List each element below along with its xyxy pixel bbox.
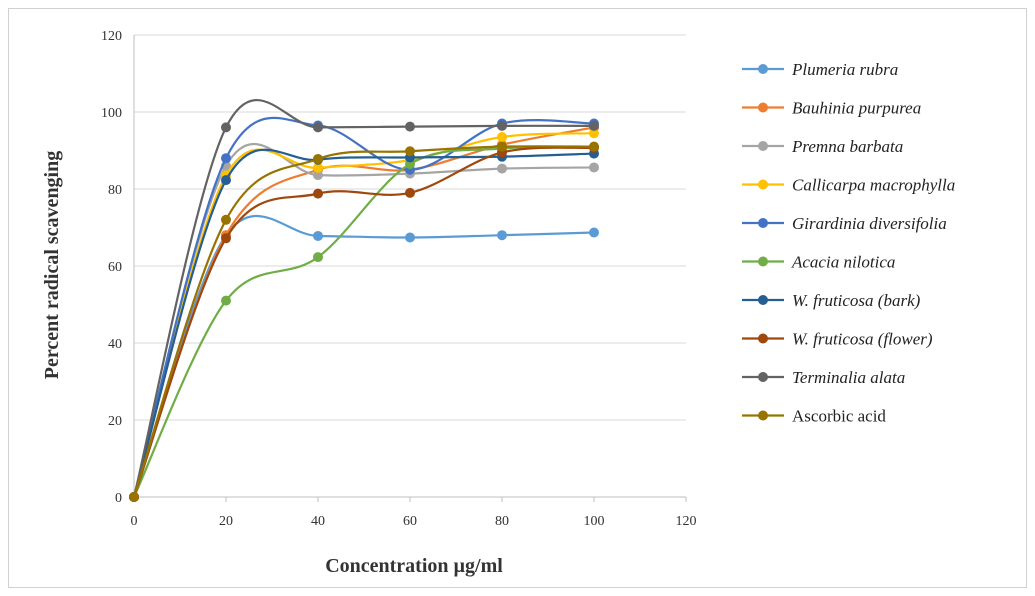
series-line [132,214,595,498]
legend-item: Terminalia alata [742,368,905,387]
legend: Plumeria rubra Bauhinia purpurea Premna ba… [742,60,955,426]
y-tick-label: 40 [108,337,122,352]
data-point [221,295,231,306]
x-axis-title: Concentration µg/ml [325,555,503,577]
legend-item: Bauhinia purpurea [742,99,921,118]
legend-item: Premna barbata [742,137,903,156]
data-point [313,188,323,199]
data-point [497,230,507,241]
series-6 [129,148,599,502]
y-tick-label: 120 [101,29,122,44]
series-5 [129,141,599,502]
data-point [221,153,231,164]
y-tick-label: 100 [101,106,122,121]
series-1 [129,122,599,502]
legend-label: Callicarpa macrophylla [792,176,955,195]
legend-label: Terminalia alata [792,368,905,387]
series-line [132,99,595,498]
series-7 [129,142,599,502]
x-tick-label: 100 [584,514,605,529]
series-group [129,99,599,502]
data-point [313,122,323,133]
data-point [497,163,507,174]
x-tick-label: 80 [495,514,509,529]
series-8 [129,99,599,502]
legend-label: Ascorbic acid [792,407,886,426]
data-point [313,153,323,164]
series-line [132,145,595,498]
series-line [132,148,595,498]
series-line [133,145,595,498]
legend-label: W. fruticosa (flower) [792,330,933,349]
legend-label: Premna barbata [791,137,903,156]
data-point [405,146,415,157]
data-point [221,175,231,186]
x-tick-label: 60 [403,514,417,529]
data-point [589,162,599,173]
series-line [132,146,595,498]
y-tick-label: 60 [108,260,122,275]
data-point [589,141,599,152]
data-point [221,233,231,244]
grid-lines [134,34,686,421]
data-point [405,187,415,198]
legend-label: W. fruticosa (bark) [792,291,921,310]
legend-swatch-marker [758,64,768,74]
series-2 [129,142,599,502]
data-point [313,252,323,263]
y-tick-label: 0 [115,491,122,506]
legend-label: Girardinia diversifolia [792,214,947,233]
x-tick-label: 20 [219,514,233,529]
data-point [497,141,507,152]
y-axis-title: Percent radical scavenging [41,151,63,379]
data-point [497,132,507,143]
legend-swatch-marker [758,372,768,382]
data-point [221,214,231,225]
legend-item: Callicarpa macrophylla [742,176,955,195]
data-point [221,122,231,133]
data-point [589,227,599,238]
legend-swatch-marker [758,141,768,151]
legend-item: Acacia nilotica [742,253,895,272]
legend-item: Girardinia diversifolia [742,214,947,233]
data-point [405,232,415,243]
legend-swatch-marker [758,295,768,305]
legend-swatch-marker [758,179,768,190]
legend-label: Plumeria rubra [791,60,898,79]
y-tick-label: 80 [108,183,122,198]
legend-swatch-marker [758,410,768,421]
x-tick-label: 0 [131,514,138,529]
legend-swatch-marker [758,256,768,267]
x-tick-labels: 0 20 40 60 80 100 120 [131,514,697,529]
data-point [313,162,323,173]
data-point [313,230,323,241]
y-tick-label: 20 [108,414,122,429]
series-0 [129,214,599,502]
data-point [405,121,415,132]
series-9 [129,141,599,502]
data-point [589,128,599,139]
data-point [497,120,507,131]
legend-item: Plumeria rubra [742,60,898,79]
series-3 [129,128,599,502]
x-tick-label: 40 [311,514,325,529]
axes [133,35,687,502]
series-line [132,126,595,498]
legend-swatch-marker [758,102,768,113]
series-line [132,132,595,498]
legend-item: Ascorbic acid [742,407,886,426]
legend-swatch-marker [758,218,768,228]
legend-swatch-marker [758,333,768,344]
data-point [129,492,139,502]
y-tick-labels: 0 20 40 60 80 100 120 [101,29,122,506]
legend-label: Acacia nilotica [791,253,895,272]
legend-label: Bauhinia purpurea [792,99,921,118]
data-point [589,120,599,131]
data-point [313,170,323,181]
legend-item: W. fruticosa (bark) [742,291,921,310]
legend-item: W. fruticosa (flower) [742,330,933,349]
x-tick-label: 120 [676,514,697,529]
